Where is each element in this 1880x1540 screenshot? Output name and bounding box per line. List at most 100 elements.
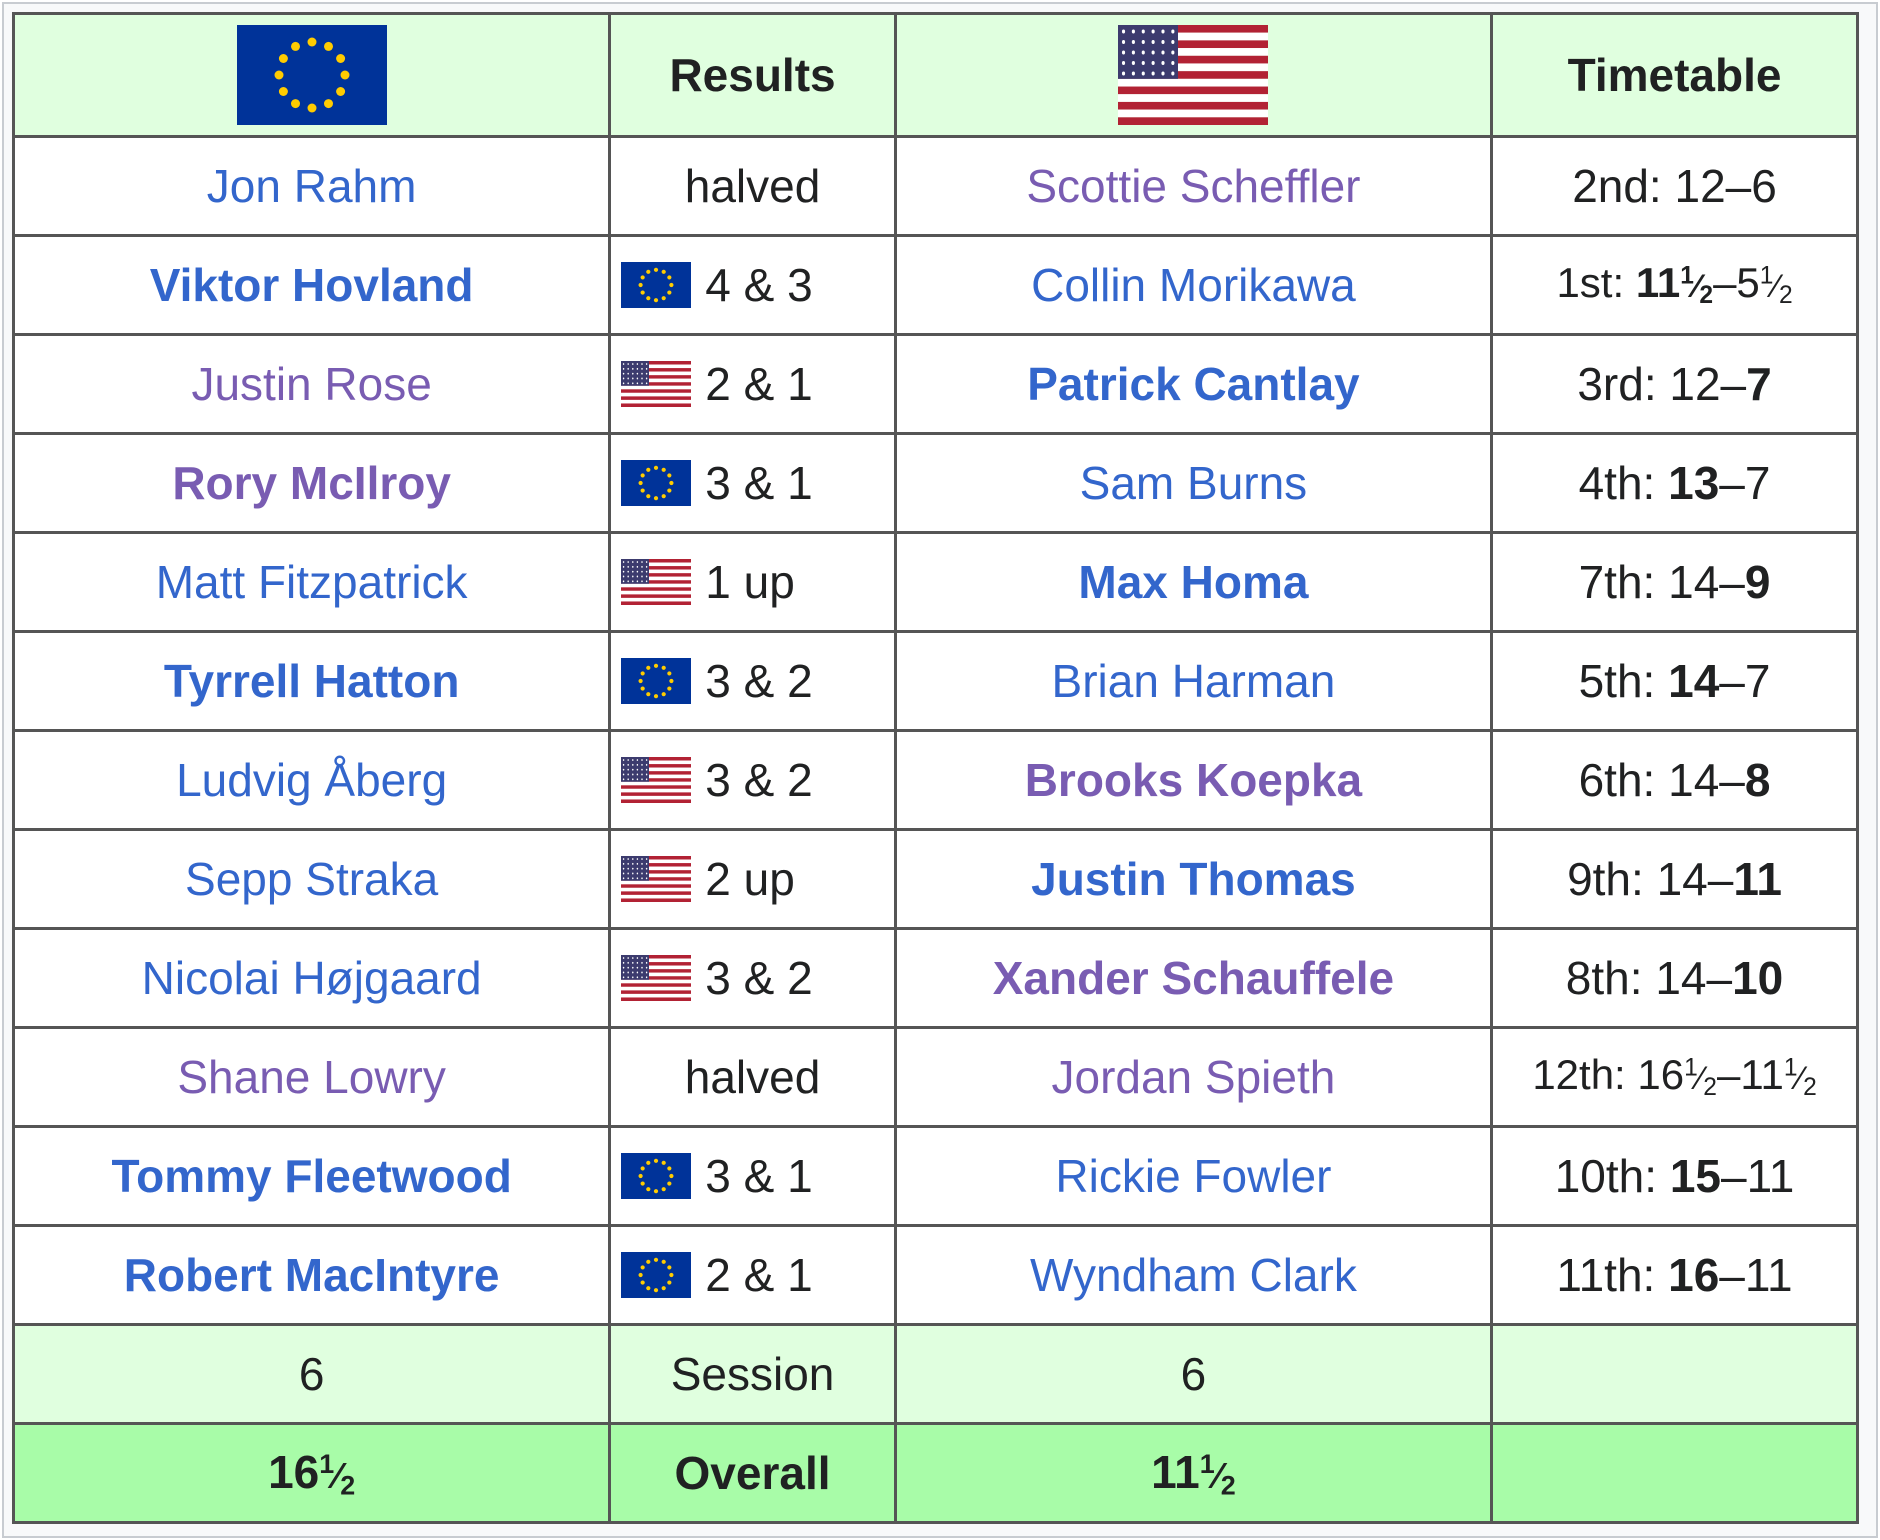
usa-player-link[interactable]: Patrick Cantlay <box>1027 358 1360 410</box>
timetable-order: 3rd: <box>1577 358 1670 410</box>
timetable-dash: – <box>1719 556 1745 608</box>
match-row: Ludvig Åberg 3 & 2 Brooks Koepka 6th: 14–8 <box>11 729 1859 831</box>
europe-player-link[interactable]: Tyrrell Hatton <box>163 655 460 707</box>
timetable-europe-score: 161⁄2 <box>1637 1051 1717 1102</box>
us-flag-icon <box>621 955 692 1001</box>
timetable-dash: – <box>1713 259 1737 307</box>
timetable-usa-score: 51⁄2 <box>1736 259 1793 310</box>
europe-player-link[interactable]: Robert MacIntyre <box>123 1249 500 1301</box>
session-timetable <box>1490 1323 1859 1425</box>
match-row: Matt Fitzpatrick 1 up Max Homa 7th: 14–9 <box>11 531 1859 633</box>
europe-player-cell: Ludvig Åberg <box>11 729 612 831</box>
timetable-europe-score: 111⁄2 <box>1635 259 1714 310</box>
timetable-dash: – <box>1719 754 1745 806</box>
timetable-order: 10th: <box>1554 1150 1670 1202</box>
europe-player-link[interactable]: Nicolai Højgaard <box>141 952 482 1004</box>
result-text: 3 & 2 <box>705 655 813 707</box>
usa-player-link[interactable]: Collin Morikawa <box>1031 259 1356 311</box>
us-flag-icon <box>621 757 692 803</box>
session-europe-score: 6 <box>11 1323 612 1425</box>
europe-player-cell: Jon Rahm <box>11 135 612 237</box>
result-cell: halved <box>608 135 897 237</box>
timetable-dash: – <box>1720 358 1747 410</box>
europe-player-cell: Tyrrell Hatton <box>11 630 612 732</box>
result-cell: 3 & 1 <box>608 1125 897 1227</box>
europe-player-link[interactable]: Jon Rahm <box>206 160 417 212</box>
header-row: Results Timetable <box>11 12 1859 138</box>
timetable-europe-score: 15 <box>1669 1150 1721 1202</box>
usa-player-link[interactable]: Brian Harman <box>1051 655 1336 707</box>
usa-player-link[interactable]: Jordan Spieth <box>1051 1051 1336 1103</box>
europe-player-link[interactable]: Sepp Straka <box>185 853 439 905</box>
result-cell: 3 & 2 <box>608 729 897 831</box>
usa-player-link[interactable]: Rickie Fowler <box>1055 1150 1332 1202</box>
europe-player-link[interactable]: Matt Fitzpatrick <box>155 556 468 608</box>
europe-player-cell: Justin Rose <box>11 333 612 435</box>
timetable-usa-score: 11 <box>1744 1249 1793 1301</box>
usa-player-cell: Patrick Cantlay <box>893 333 1494 435</box>
result-cell: 1 up <box>608 531 897 633</box>
europe-header-cell <box>11 12 612 138</box>
result-cell: 2 & 1 <box>608 1224 897 1326</box>
usa-player-link[interactable]: Max Homa <box>1078 556 1309 608</box>
europe-player-cell: Nicolai Højgaard <box>11 927 612 1029</box>
europe-player-cell: Matt Fitzpatrick <box>11 531 612 633</box>
usa-player-link[interactable]: Brooks Koepka <box>1024 754 1363 806</box>
timetable-usa-score: 7 <box>1746 358 1772 410</box>
europe-player-link[interactable]: Rory McIlroy <box>172 457 451 509</box>
usa-player-link[interactable]: Scottie Scheffler <box>1026 160 1361 212</box>
usa-player-link[interactable]: Xander Schauffele <box>992 952 1395 1004</box>
timetable-usa-score: 8 <box>1744 754 1771 806</box>
timetable-order: 4th: <box>1578 457 1669 509</box>
usa-player-link[interactable]: Justin Thomas <box>1031 853 1356 905</box>
timetable-order: 8th: <box>1565 952 1656 1004</box>
match-row: Rory McIlroy 3 & 1 Sam Burns 4th: 13–7 <box>11 432 1859 534</box>
timetable-usa-score: 11 <box>1733 853 1782 905</box>
result-text: 2 up <box>705 853 795 905</box>
match-row: Robert MacIntyre 2 & 1 Wyndham Clark 11th: … <box>11 1224 1859 1326</box>
timetable-cell: 3rd: 12–7 <box>1490 333 1859 435</box>
usa-player-cell: Brooks Koepka <box>893 729 1494 831</box>
us-flag-icon <box>621 361 692 407</box>
timetable-dash: – <box>1719 655 1745 707</box>
timetable-usa-score: 9 <box>1744 556 1771 608</box>
timetable-usa-score: 7 <box>1744 457 1771 509</box>
timetable-dash: – <box>1719 1249 1745 1301</box>
europe-player-link[interactable]: Ludvig Åberg <box>176 754 448 806</box>
result-text: 2 & 1 <box>705 358 813 410</box>
timetable-order: 5th: <box>1578 655 1669 707</box>
result-text: 3 & 2 <box>705 754 813 806</box>
result-text: halved <box>684 160 821 212</box>
europe-player-link[interactable]: Shane Lowry <box>177 1051 446 1103</box>
session-row: 6 Session 6 <box>11 1323 1859 1425</box>
europe-player-link[interactable]: Tommy Fleetwood <box>111 1150 512 1202</box>
timetable-usa-score: 11 <box>1746 1150 1795 1202</box>
us-flag-icon <box>1118 25 1269 125</box>
timetable-europe-score: 16 <box>1668 1249 1720 1301</box>
timetable-order: 2nd: <box>1572 160 1675 212</box>
usa-player-link[interactable]: Sam Burns <box>1079 457 1308 509</box>
europe-player-link[interactable]: Justin Rose <box>191 358 432 410</box>
europe-player-cell: Sepp Straka <box>11 828 612 930</box>
europe-player-cell: Viktor Hovland <box>11 234 612 336</box>
result-text: 1 up <box>705 556 795 608</box>
match-row: Nicolai Højgaard 3 & 2 Xander Schauffele 8t… <box>11 927 1859 1029</box>
usa-player-link[interactable]: Wyndham Clark <box>1030 1249 1357 1301</box>
overall-europe-score: 161⁄2 <box>11 1422 612 1524</box>
eu-flag-icon <box>621 262 692 308</box>
timetable-europe-score: 14 <box>1668 655 1720 707</box>
timetable-dash: – <box>1716 1051 1741 1099</box>
usa-player-cell: Collin Morikawa <box>893 234 1494 336</box>
europe-player-cell: Robert MacIntyre <box>11 1224 612 1326</box>
timetable-usa-score: 6 <box>1751 160 1777 212</box>
match-row: Sepp Straka 2 up Justin Thomas 9th: 14–11 <box>11 828 1859 930</box>
eu-flag-icon <box>621 1252 692 1298</box>
timetable-cell: 5th: 14–7 <box>1490 630 1859 732</box>
result-cell: 4 & 3 <box>608 234 897 336</box>
session-label: Session <box>608 1323 897 1425</box>
match-row: Shane Lowry halved Jordan Spieth 12th: 161⁄… <box>11 1026 1859 1128</box>
result-text: 3 & 1 <box>705 1150 813 1202</box>
europe-player-link[interactable]: Viktor Hovland <box>149 259 474 311</box>
result-text: halved <box>684 1051 821 1103</box>
timetable-europe-score: 12 <box>1669 358 1721 410</box>
